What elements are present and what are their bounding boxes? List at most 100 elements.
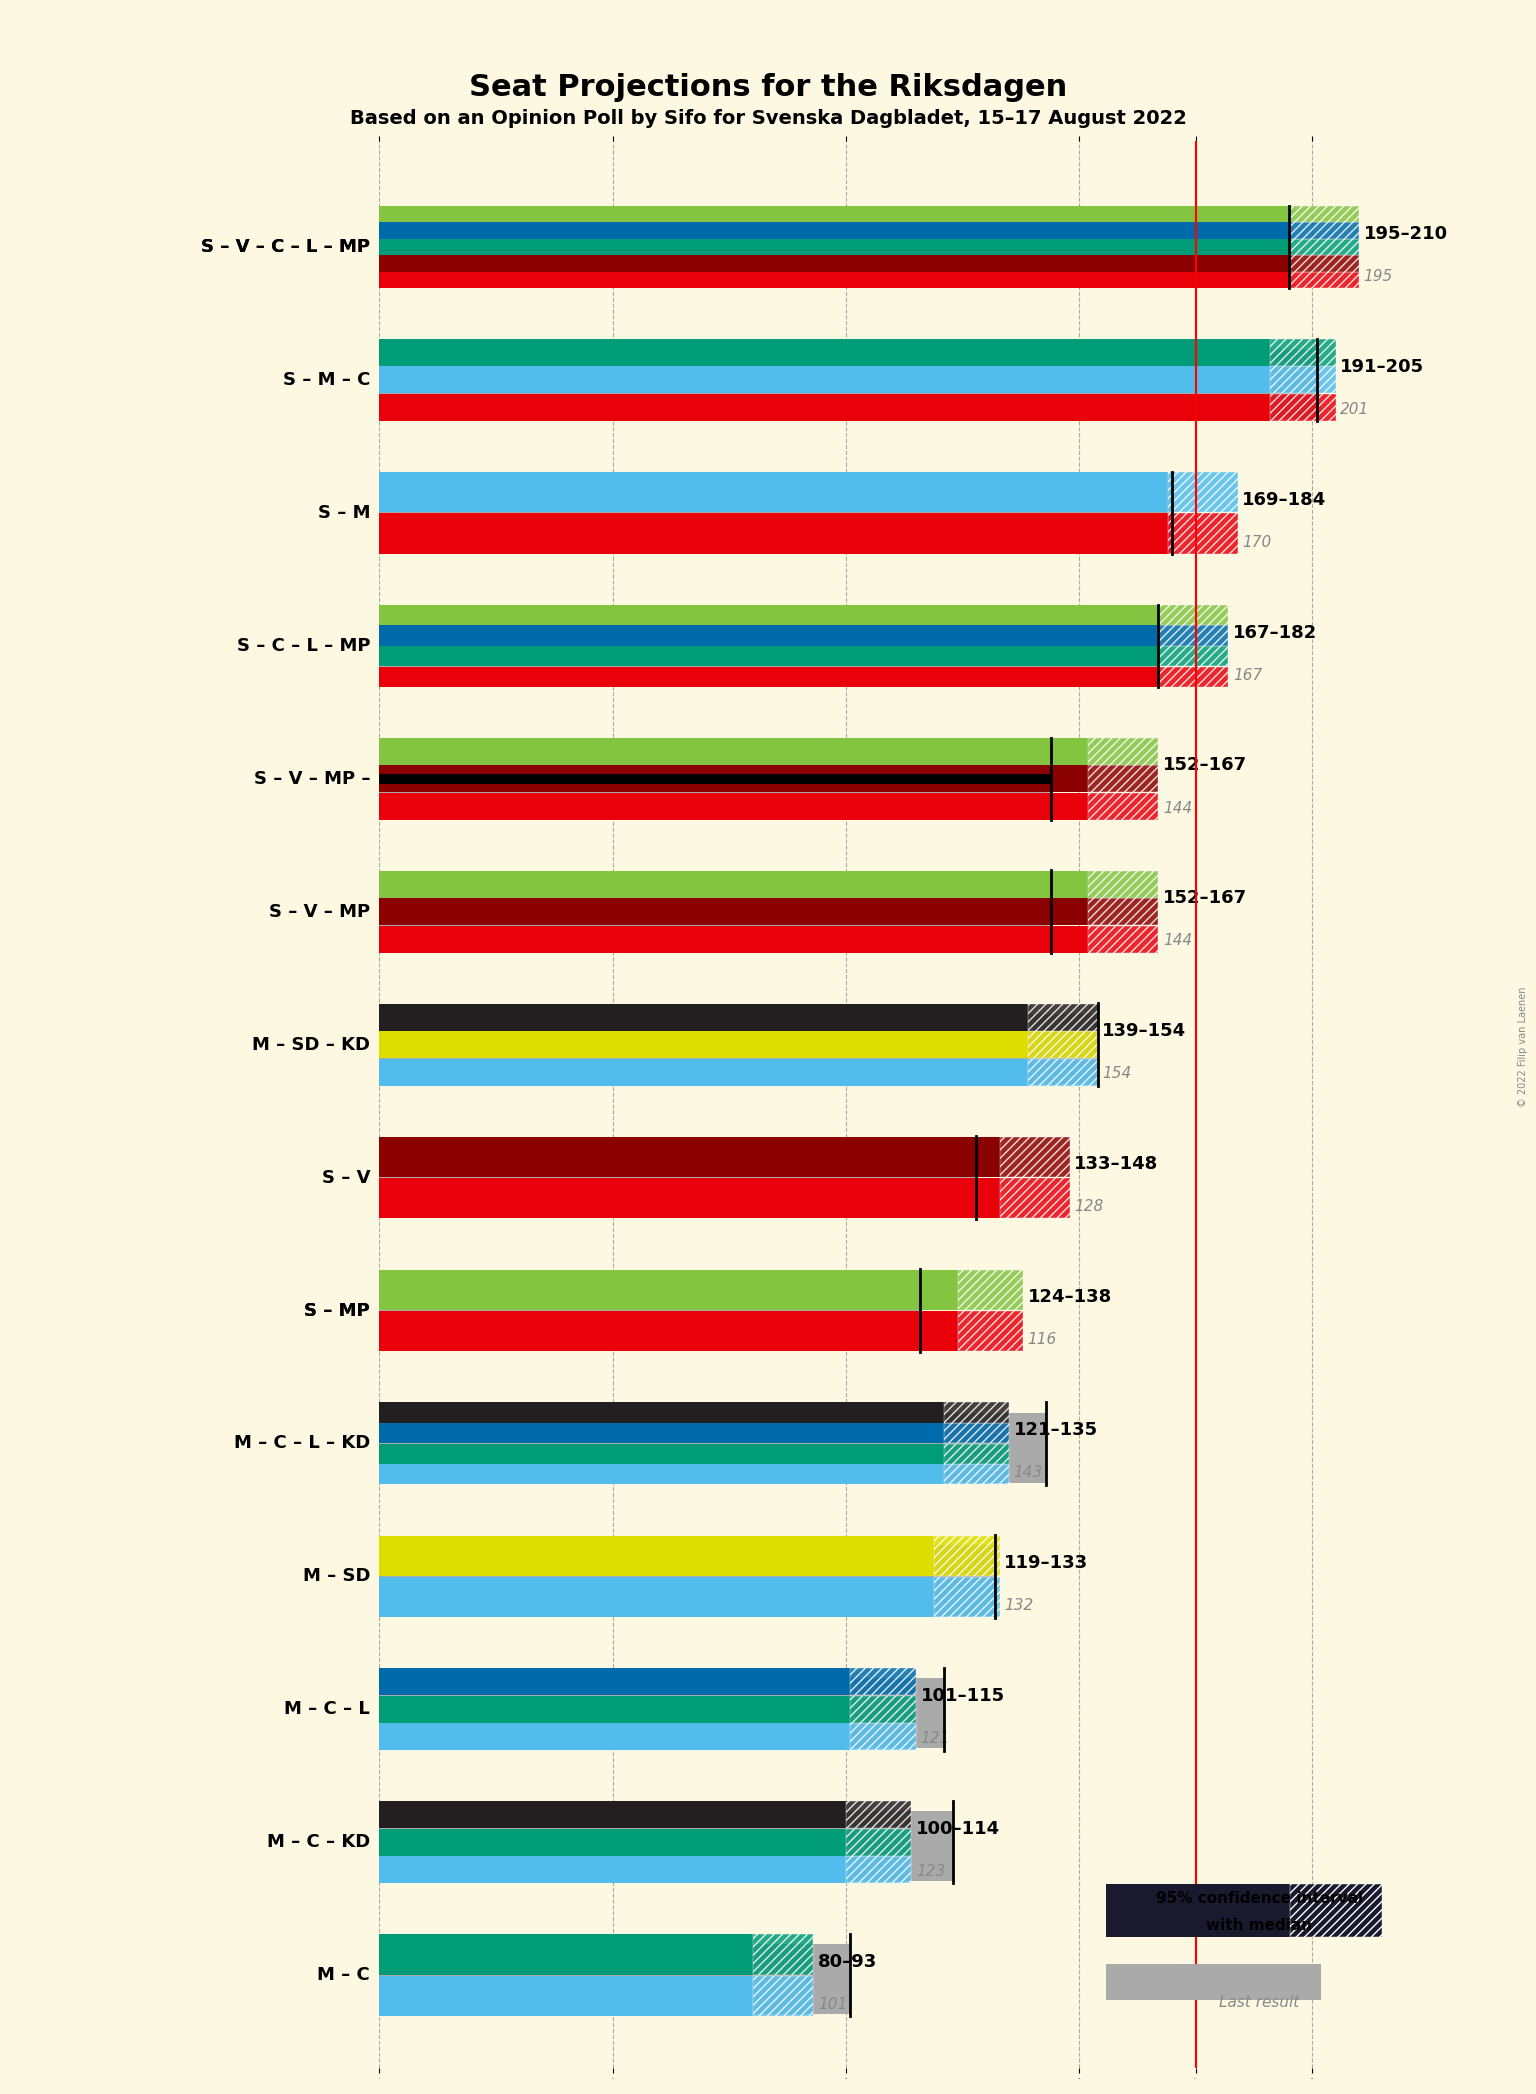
Text: 170: 170 — [1243, 534, 1272, 549]
Text: 144: 144 — [1163, 934, 1192, 949]
Text: with median: with median — [1206, 1918, 1313, 1933]
Bar — [379, 1723, 851, 1751]
Bar — [379, 471, 1167, 513]
Text: S – MP: S – MP — [304, 1302, 370, 1319]
Text: S – V: S – V — [321, 1168, 370, 1187]
Text: 144: 144 — [1163, 800, 1192, 815]
Text: Based on an Opinion Poll by Sifo for Svenska Dagbladet, 15–17 August 2022: Based on an Opinion Poll by Sifo for Sve… — [350, 109, 1186, 128]
Bar — [1000, 1137, 1069, 1177]
Text: Last result: Last result — [1220, 1996, 1299, 2010]
Bar — [379, 764, 1089, 792]
Text: 167–182: 167–182 — [1233, 624, 1318, 641]
Bar — [1289, 239, 1359, 255]
Bar — [1289, 255, 1359, 272]
Text: 101–115: 101–115 — [920, 1688, 1005, 1705]
Bar — [943, 1443, 1009, 1464]
Text: M – C – L: M – C – L — [284, 1700, 370, 1719]
Text: 191–205: 191–205 — [1341, 358, 1424, 375]
Bar — [379, 1413, 1046, 1483]
Bar — [1289, 205, 1359, 222]
Bar — [379, 1545, 995, 1617]
Bar — [851, 1723, 915, 1751]
Text: 128: 128 — [1074, 1200, 1104, 1215]
Text: 195: 195 — [1364, 268, 1393, 285]
Bar — [379, 1311, 958, 1351]
Bar — [379, 1855, 846, 1883]
Text: © 2022 Filip van Laenen: © 2022 Filip van Laenen — [1518, 986, 1528, 1108]
Text: 121–135: 121–135 — [1014, 1422, 1098, 1439]
Bar — [1270, 366, 1336, 394]
Text: M – C – KD: M – C – KD — [267, 1832, 370, 1851]
Text: S – MP: S – MP — [304, 1302, 370, 1319]
Text: S – V – MP: S – V – MP — [269, 903, 370, 921]
Bar — [934, 1535, 1000, 1577]
Text: 116: 116 — [1028, 1332, 1057, 1346]
Bar — [1000, 1179, 1069, 1219]
Bar — [379, 1811, 954, 1880]
Bar — [379, 216, 1289, 287]
Bar — [379, 1828, 846, 1855]
Bar — [1106, 1964, 1321, 2000]
Text: 119–133: 119–133 — [1005, 1554, 1089, 1573]
Bar — [379, 366, 1270, 394]
Text: 152–167: 152–167 — [1163, 756, 1247, 775]
Text: 167: 167 — [1233, 668, 1263, 683]
Bar — [851, 1696, 915, 1723]
Bar — [1289, 222, 1359, 239]
Bar — [379, 794, 1089, 819]
Bar — [943, 1424, 1009, 1443]
Bar — [1106, 1885, 1290, 1937]
Text: S – M: S – M — [318, 505, 370, 521]
Bar — [379, 1535, 934, 1577]
Bar — [1089, 794, 1158, 819]
Text: 95% confidence interval: 95% confidence interval — [1157, 1891, 1362, 1906]
Bar — [379, 926, 1089, 953]
Bar — [379, 1279, 920, 1351]
Bar — [943, 1464, 1009, 1485]
Bar — [379, 666, 1158, 687]
Bar — [379, 1801, 846, 1828]
Bar — [379, 1179, 1000, 1219]
Bar — [958, 1311, 1023, 1351]
Bar — [379, 1577, 934, 1617]
Bar — [1289, 272, 1359, 289]
Bar — [1270, 339, 1336, 366]
Text: 152–167: 152–167 — [1163, 890, 1247, 907]
Bar — [379, 1464, 943, 1485]
Text: M – SD – KD: M – SD – KD — [252, 1037, 370, 1053]
Bar — [379, 255, 1289, 272]
Bar — [379, 626, 1158, 645]
Bar — [379, 1013, 1098, 1085]
Bar — [379, 222, 1289, 239]
Text: 143: 143 — [1014, 1466, 1043, 1480]
Bar — [1290, 1885, 1382, 1937]
Bar — [379, 1975, 753, 2017]
Bar — [379, 1003, 1028, 1030]
Bar — [379, 339, 1270, 366]
Bar — [379, 898, 1089, 926]
Text: M – C: M – C — [318, 1966, 370, 1985]
Bar — [1158, 666, 1229, 687]
Bar — [379, 1403, 943, 1422]
Bar — [379, 239, 1289, 255]
Bar — [379, 1679, 943, 1748]
Bar — [379, 737, 1089, 764]
Bar — [379, 482, 1172, 553]
Bar — [379, 605, 1158, 624]
Bar — [1270, 394, 1336, 421]
Bar — [379, 647, 1158, 666]
Bar — [1089, 737, 1158, 764]
Text: 80–93: 80–93 — [817, 1954, 877, 1970]
Bar — [934, 1577, 1000, 1617]
Text: S – M – C: S – M – C — [283, 371, 370, 389]
Bar — [379, 1935, 753, 1975]
Bar — [379, 1137, 1000, 1177]
Bar — [1158, 605, 1229, 624]
Bar — [379, 882, 1051, 951]
Bar — [851, 1669, 915, 1696]
Bar — [379, 775, 1051, 783]
Bar — [753, 1935, 813, 1975]
Bar — [379, 272, 1289, 289]
Bar — [1089, 926, 1158, 953]
Text: S – V – C – L – MP: S – V – C – L – MP — [201, 239, 370, 255]
